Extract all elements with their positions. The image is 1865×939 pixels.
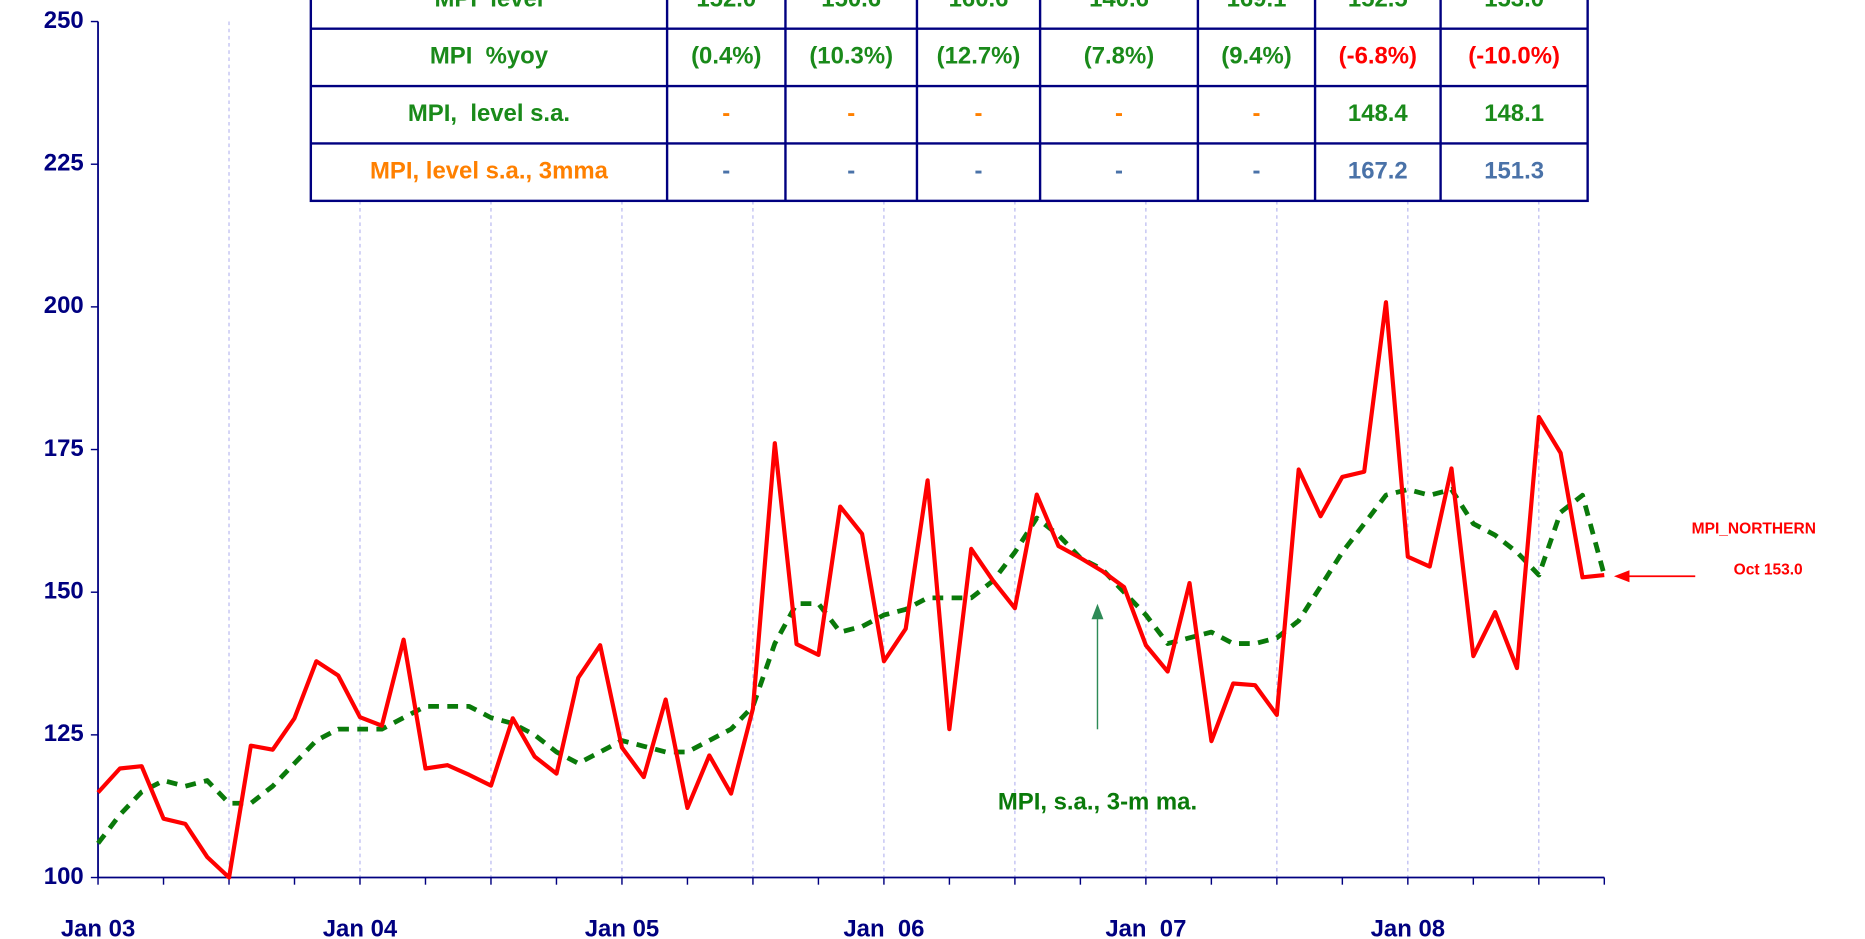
- row-label: MPI level: [434, 0, 543, 12]
- table-cell: 169.1: [1227, 0, 1287, 12]
- row-label: MPI, level s.a.: [408, 100, 570, 127]
- table-cell: -: [975, 100, 983, 127]
- table-cell: -: [847, 100, 855, 127]
- series-label: MPI, s.a., 3-m ma.: [998, 789, 1197, 816]
- table-cell: 167.2: [1348, 157, 1408, 184]
- table-cell: -: [1252, 100, 1260, 127]
- table-cell: (0.4%): [691, 43, 761, 70]
- y-tick-label: 200: [44, 292, 84, 319]
- table-cell: -: [722, 157, 730, 184]
- table-cell: 160.6: [949, 0, 1009, 12]
- y-tick-label: 100: [44, 863, 84, 890]
- x-tick-label: Jan 08: [1371, 915, 1445, 939]
- x-tick-label: Jan 06: [843, 915, 924, 939]
- table-cell: -: [1252, 157, 1260, 184]
- table-cell: 152.5: [1348, 0, 1408, 12]
- table-cell: (10.3%): [809, 43, 893, 70]
- row-label: MPI %yoy: [430, 43, 549, 70]
- annotation: MPI_NORTHERN: [1692, 521, 1816, 538]
- x-tick-label: Jan 05: [585, 915, 659, 939]
- y-tick-label: 250: [44, 7, 84, 34]
- x-tick-label: Jan 04: [323, 915, 398, 939]
- annotation-arrowhead: [1613, 570, 1630, 583]
- table-cell: (9.4%): [1221, 43, 1291, 70]
- table-cell: 148.4: [1348, 100, 1409, 127]
- y-tick-label: 150: [44, 578, 84, 605]
- y-tick-label: 175: [44, 435, 84, 462]
- data-table: MPI level 152.0 150.6 160.6 140.6 169.1 152.5 1…: [309, 0, 1589, 203]
- annotation: Oct 153.0: [1734, 561, 1803, 578]
- table-cell: -: [1115, 157, 1123, 184]
- table-cell: 152.0: [696, 0, 756, 12]
- table-cell: -: [847, 157, 855, 184]
- table-cell: -: [975, 157, 983, 184]
- annotation-arrowhead: [1091, 603, 1104, 620]
- table-border: [309, 0, 1589, 203]
- table-cell: -: [722, 100, 730, 127]
- table-cell: (12.7%): [937, 43, 1021, 70]
- table-cell: -: [1115, 100, 1123, 127]
- y-tick-label: 125: [44, 720, 84, 747]
- table-cell: 153.0: [1484, 0, 1544, 12]
- table-cell: (-10.0%): [1468, 43, 1560, 70]
- y-tick-label: 225: [44, 150, 84, 177]
- table-cell: 140.6: [1089, 0, 1149, 12]
- x-tick-label: Jan 07: [1105, 915, 1186, 939]
- table-cell: 148.1: [1484, 100, 1544, 127]
- x-tick-label: Jan 03: [61, 915, 135, 939]
- table-cell: (-6.8%): [1339, 43, 1417, 70]
- line-series: [96, 300, 1605, 880]
- table-cell: 151.3: [1484, 157, 1544, 184]
- table-cell: 150.6: [821, 0, 881, 12]
- table-cell: (7.8%): [1084, 43, 1154, 70]
- row-label: MPI, level s.a., 3mma: [370, 157, 609, 184]
- line-series: [96, 487, 1607, 845]
